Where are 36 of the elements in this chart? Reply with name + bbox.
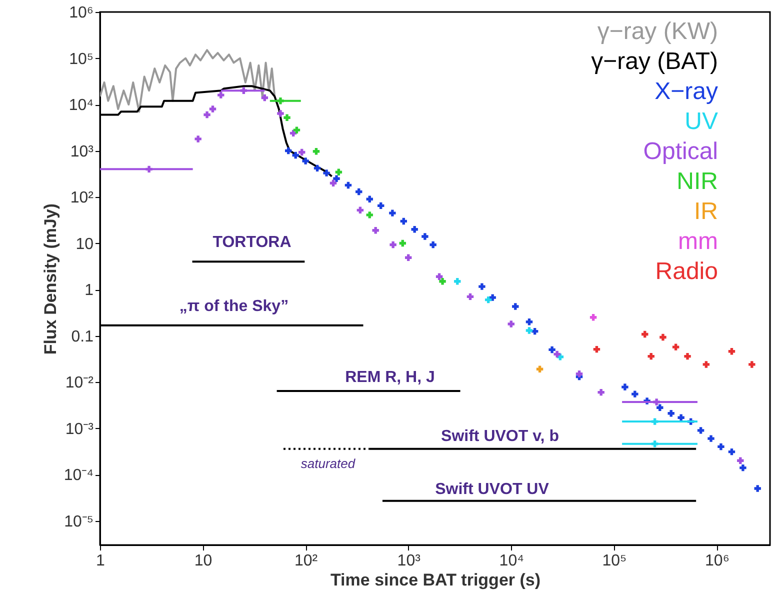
text: γ−ray (BAT) bbox=[591, 48, 718, 75]
y-tick-label: 10⁻² bbox=[65, 374, 94, 392]
y-tick-label: 10⁻³ bbox=[65, 420, 94, 438]
annotation: TORTORA bbox=[212, 234, 292, 251]
y-axis-title: Flux Density (mJy) bbox=[40, 203, 60, 355]
text: X−ray bbox=[654, 78, 718, 105]
text: UV bbox=[684, 108, 718, 135]
annotation: saturated bbox=[300, 456, 356, 471]
x-tick-label: 1 bbox=[96, 552, 106, 570]
x-tick-label: 10² bbox=[294, 552, 318, 570]
x-tick-label: 10⁵ bbox=[602, 552, 627, 570]
annotation: Swift UVOT UV bbox=[435, 481, 550, 498]
y-tick-label: 10⁻⁵ bbox=[64, 513, 94, 530]
x-tick-label: 10³ bbox=[397, 552, 422, 570]
text: IR bbox=[694, 198, 718, 225]
text: mm bbox=[678, 228, 718, 255]
y-tick-label: 10⁴ bbox=[68, 97, 94, 114]
text: γ−ray (KW) bbox=[597, 18, 718, 45]
annotation: „π of the Sky” bbox=[179, 298, 289, 315]
y-tick-label: 10⁶ bbox=[69, 4, 94, 22]
y-tick-label: 10² bbox=[70, 190, 94, 207]
y-tick-label: 10⁵ bbox=[69, 50, 94, 68]
text: Optical bbox=[643, 138, 718, 165]
y-tick-label: 0.1 bbox=[71, 328, 94, 346]
text: NIR bbox=[676, 168, 718, 195]
y-tick-label: 1 bbox=[84, 282, 94, 300]
x-axis-title: Time since BAT trigger (s) bbox=[330, 570, 541, 590]
annotation: REM R, H, J bbox=[345, 369, 435, 386]
x-tick-label: 10⁴ bbox=[499, 552, 524, 570]
x-tick-label: 10⁶ bbox=[705, 552, 730, 570]
series-label: Radio bbox=[655, 258, 718, 285]
annotation: Swift UVOT v, b bbox=[441, 428, 560, 445]
x-tick-label: 10 bbox=[194, 552, 212, 570]
y-tick-label: 10⁻⁴ bbox=[64, 467, 94, 484]
y-tick-label: 10 bbox=[76, 236, 94, 253]
y-tick-label: 10³ bbox=[70, 143, 94, 160]
